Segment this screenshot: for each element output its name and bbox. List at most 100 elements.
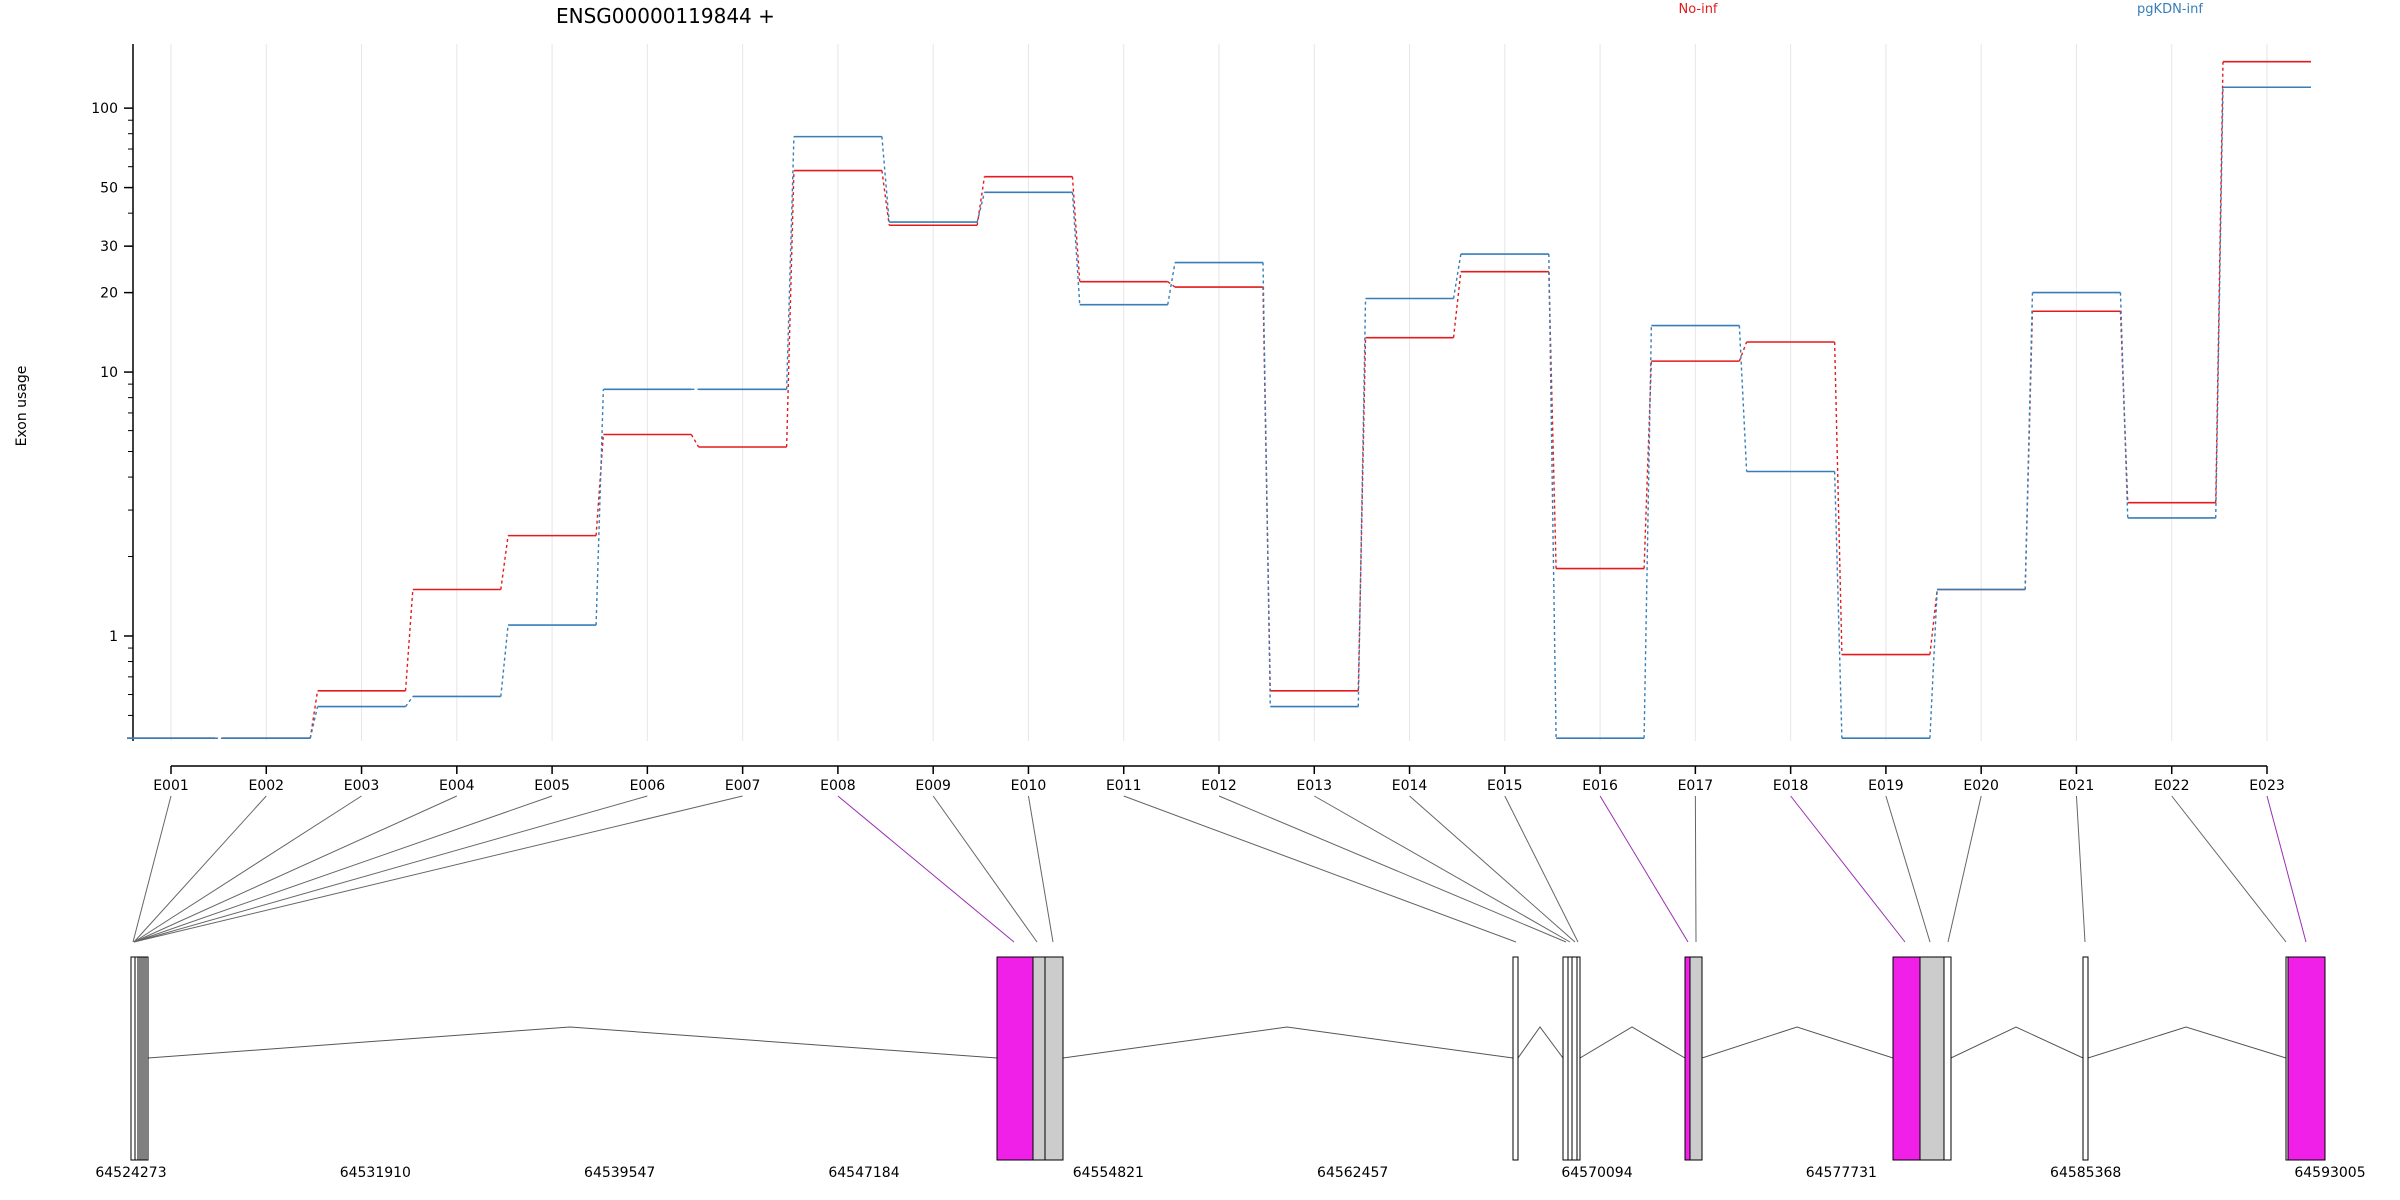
y-tick-label: 20 — [100, 286, 118, 302]
series-link — [500, 624, 509, 697]
intron-path — [147, 1026, 2287, 1059]
series-link — [404, 589, 414, 691]
x-tick-label: E002 — [248, 778, 284, 794]
series-link — [785, 136, 795, 390]
series-link — [1262, 262, 1271, 707]
series-link — [1833, 471, 1843, 739]
series-link — [595, 389, 605, 626]
legend-entry-pgkdn-inf: pgKDN-inf — [2137, 2, 2203, 17]
series-link — [1167, 262, 1176, 305]
connector-e022 — [2171, 795, 2287, 943]
axes — [132, 44, 2267, 767]
x-tick-label: E014 — [1392, 778, 1428, 794]
x-tick-label: E001 — [153, 778, 189, 794]
series-link — [1929, 589, 1938, 655]
x-tick-label: E011 — [1106, 778, 1142, 794]
exon-connectors — [132, 795, 2307, 943]
x-tick-label: E018 — [1773, 778, 1809, 794]
exon-box-e011 — [1512, 956, 1519, 1161]
exon-box-e023 — [2287, 956, 2326, 1161]
exon-box-e001 — [130, 956, 136, 1161]
x-tick-label: E007 — [725, 778, 761, 794]
coordinate-label: 64570094 — [1561, 1165, 1632, 1181]
connector-e015 — [1504, 795, 1579, 943]
series-link — [309, 706, 319, 739]
connector-e013 — [1314, 795, 1571, 943]
series-link — [2119, 292, 2129, 518]
exon-box-e009 — [1032, 956, 1046, 1161]
connector-e023 — [2266, 795, 2307, 943]
connector-e010 — [1027, 795, 1054, 943]
series-link — [976, 192, 986, 223]
connector-e018 — [1790, 795, 1906, 943]
series-link — [1643, 361, 1653, 569]
x-tick-label: E013 — [1296, 778, 1332, 794]
x-tick-label: E008 — [820, 778, 856, 794]
series-link — [881, 136, 890, 223]
coordinate-ticks: 64524273 64531910 64539547 64547184 64554821… — [95, 1165, 2365, 1181]
x-tick-label: E005 — [534, 778, 570, 794]
coordinate-label: 64531910 — [340, 1165, 411, 1181]
connector-e016 — [1599, 795, 1689, 943]
connector-e019 — [1885, 795, 1931, 943]
connector-e014 — [1409, 795, 1576, 943]
connector-e009 — [932, 795, 1038, 943]
exon-box-e020 — [1943, 956, 1952, 1161]
series-link — [500, 535, 509, 590]
x-tick-label: E017 — [1678, 778, 1714, 794]
series-link — [2024, 292, 2034, 590]
series-link — [1452, 253, 1462, 299]
series-link — [404, 696, 414, 708]
series-pgkdn-inf — [127, 86, 2311, 739]
connector-e017 — [1694, 795, 1697, 943]
series-link — [1833, 341, 1843, 655]
series-link — [1929, 589, 1938, 739]
connector-e020 — [1947, 795, 1982, 943]
x-tick-label: E016 — [1582, 778, 1618, 794]
exon-box-e021 — [2082, 956, 2089, 1161]
connector-e006 — [133, 795, 648, 943]
x-tick-label: E004 — [439, 778, 475, 794]
coordinate-label: 64554821 — [1073, 1165, 1144, 1181]
connector-e002 — [133, 795, 267, 943]
connector-e021 — [2075, 795, 2086, 943]
x-tick-label: E020 — [1963, 778, 1999, 794]
exon-box-e017 — [1689, 956, 1703, 1161]
grid-lines — [170, 44, 2268, 741]
connector-e003 — [133, 795, 362, 943]
exon-box-e010 — [1044, 956, 1064, 1161]
connector-e008 — [837, 795, 1015, 943]
series-lines — [127, 60, 2311, 739]
legend-entry-no-inf: No-inf — [1678, 2, 1717, 17]
x-tick-label: E022 — [2154, 778, 2190, 794]
series-link — [1738, 325, 1748, 472]
x-tick-label: E023 — [2249, 778, 2285, 794]
coordinate-label: 64562457 — [1317, 1165, 1388, 1181]
y-tick-label: 50 — [100, 181, 118, 197]
series-link — [976, 176, 986, 226]
coordinate-label: 64585368 — [2050, 1165, 2121, 1181]
coordinate-label: 64524273 — [95, 1165, 166, 1181]
exon-box-e013 — [1567, 956, 1573, 1161]
exon-box-e015 — [1576, 956, 1581, 1161]
exon-box-e014 — [1571, 956, 1578, 1161]
x-tick-label: E010 — [1011, 778, 1047, 794]
y-tick-label: 1 — [109, 629, 118, 645]
exon-box-e016 — [1684, 956, 1691, 1161]
x-ticks: E001 E002 E003 E004 E005 E006 E007 E008 E009 E010… — [153, 766, 2285, 794]
x-tick-label: E006 — [630, 778, 666, 794]
series-link — [1167, 281, 1176, 288]
series-link — [785, 170, 795, 448]
exon-box-e019 — [1919, 956, 1945, 1161]
coordinate-label: 64547184 — [828, 1165, 899, 1181]
coordinate-label: 64577731 — [1806, 1165, 1877, 1181]
connector-e005 — [133, 795, 553, 943]
series-link — [690, 434, 700, 448]
series-link — [1357, 298, 1367, 707]
series-link — [1548, 254, 1557, 739]
x-tick-label: E019 — [1868, 778, 1904, 794]
series-link — [1452, 271, 1462, 338]
y-tick-label: 10 — [100, 365, 118, 381]
connector-e004 — [133, 795, 458, 943]
y-ticks: 1 10 20 30 50 100 — [91, 101, 133, 716]
